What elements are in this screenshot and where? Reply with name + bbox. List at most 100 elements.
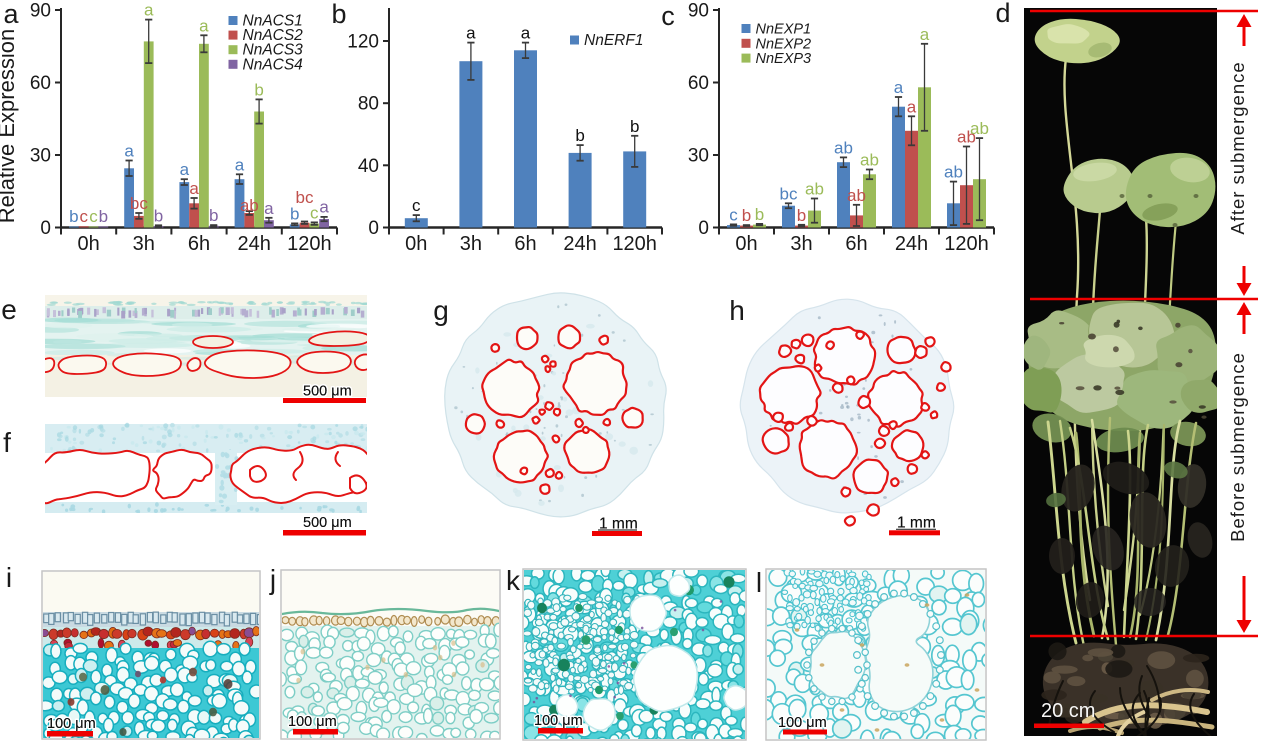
svg-text:120h: 120h (944, 233, 989, 255)
svg-text:NnEXP2: NnEXP2 (756, 36, 812, 52)
svg-text:6h: 6h (514, 233, 536, 255)
svg-text:0: 0 (698, 218, 709, 239)
svg-text:b: b (331, 0, 346, 29)
svg-text:b: b (254, 80, 263, 99)
svg-text:500 μm: 500 μm (303, 515, 352, 531)
svg-text:e: e (1, 294, 17, 325)
svg-text:90: 90 (30, 1, 51, 22)
svg-text:bc: bc (780, 184, 798, 203)
svg-text:a: a (264, 199, 274, 218)
svg-text:0h: 0h (735, 233, 757, 255)
svg-text:0h: 0h (77, 233, 99, 255)
svg-text:a: a (235, 155, 245, 174)
svg-text:h: h (729, 295, 745, 326)
svg-text:f: f (3, 427, 11, 458)
svg-text:60: 60 (30, 73, 51, 94)
svg-text:20 cm: 20 cm (1041, 700, 1095, 722)
svg-text:3h: 3h (790, 233, 812, 255)
svg-text:a: a (189, 179, 199, 198)
svg-text:a: a (180, 160, 190, 179)
svg-text:0: 0 (40, 218, 51, 239)
svg-text:j: j (269, 564, 276, 595)
svg-text:k: k (506, 565, 521, 596)
svg-text:NnACS1: NnACS1 (243, 13, 303, 30)
svg-text:a: a (3, 0, 19, 29)
svg-text:24h: 24h (895, 233, 928, 255)
svg-text:1 mm: 1 mm (599, 516, 638, 533)
svg-text:a: a (319, 198, 329, 217)
svg-text:b: b (290, 204, 299, 223)
svg-text:a: a (124, 142, 134, 161)
svg-text:bc: bc (296, 188, 314, 207)
svg-text:b: b (209, 206, 218, 225)
svg-text:NnACS4: NnACS4 (243, 56, 304, 73)
svg-text:120h: 120h (287, 233, 332, 255)
svg-text:120h: 120h (612, 233, 657, 255)
svg-text:24h: 24h (563, 233, 596, 255)
svg-text:3h: 3h (133, 233, 155, 255)
svg-text:Before submergence: Before submergence (1227, 352, 1248, 542)
svg-text:a: a (144, 1, 154, 20)
svg-text:100 μm: 100 μm (47, 716, 96, 732)
svg-text:1 mm: 1 mm (897, 515, 936, 532)
svg-text:b: b (797, 206, 806, 225)
svg-text:c: c (310, 203, 319, 222)
svg-text:80: 80 (358, 94, 379, 115)
svg-text:a: a (466, 24, 476, 43)
svg-text:NnEXP1: NnEXP1 (756, 22, 812, 38)
svg-text:b: b (575, 126, 584, 145)
svg-text:100 μm: 100 μm (778, 715, 827, 731)
svg-text:1 mm: 1 mm (599, 516, 638, 533)
svg-text:40: 40 (358, 156, 379, 177)
svg-text:g: g (433, 295, 449, 326)
svg-text:b: b (630, 117, 639, 136)
svg-text:a: a (920, 25, 930, 44)
svg-text:NnACS2: NnACS2 (243, 27, 304, 44)
svg-text:After submergence: After submergence (1227, 61, 1248, 234)
svg-text:a: a (199, 16, 209, 35)
svg-text:30: 30 (688, 146, 709, 167)
svg-text:ab: ab (240, 196, 259, 215)
svg-text:c: c (729, 205, 738, 224)
svg-text:100 μm: 100 μm (534, 713, 583, 729)
svg-text:ab: ab (957, 128, 976, 147)
svg-text:b: b (69, 207, 78, 226)
svg-text:Relative Expression: Relative Expression (0, 29, 19, 223)
svg-text:b: b (742, 206, 751, 225)
svg-text:100 μm: 100 μm (288, 714, 337, 730)
svg-text:b: b (154, 206, 163, 225)
svg-text:90: 90 (688, 1, 709, 22)
svg-text:3h: 3h (460, 233, 482, 255)
svg-text:6h: 6h (845, 233, 867, 255)
svg-text:ab: ab (860, 151, 879, 170)
svg-text:c: c (661, 1, 675, 31)
svg-text:NnEXP3: NnEXP3 (756, 51, 812, 67)
svg-text:c: c (79, 207, 88, 226)
svg-text:0h: 0h (405, 233, 427, 255)
svg-text:100 μm: 100 μm (778, 715, 827, 731)
svg-text:100 μm: 100 μm (534, 713, 583, 729)
svg-text:0: 0 (368, 218, 379, 239)
svg-text:NnACS3: NnACS3 (243, 42, 304, 59)
svg-text:b: b (755, 205, 764, 224)
svg-text:ab: ab (847, 186, 866, 205)
svg-text:ab: ab (805, 180, 824, 199)
svg-text:100 μm: 100 μm (47, 716, 96, 732)
svg-text:60: 60 (688, 73, 709, 94)
svg-text:1 mm: 1 mm (897, 515, 936, 532)
svg-text:NnERF1: NnERF1 (584, 32, 643, 49)
svg-text:bc: bc (130, 194, 148, 213)
svg-text:c: c (412, 196, 421, 215)
svg-text:500 μm: 500 μm (303, 384, 352, 400)
svg-text:24h: 24h (238, 233, 271, 255)
svg-text:d: d (995, 0, 1010, 28)
svg-text:ab: ab (970, 119, 989, 138)
svg-text:500 μm: 500 μm (303, 515, 352, 531)
svg-text:b: b (99, 207, 108, 226)
svg-text:l: l (756, 567, 762, 598)
svg-text:a: a (907, 97, 917, 116)
svg-text:500 μm: 500 μm (303, 384, 352, 400)
svg-text:i: i (6, 562, 12, 593)
svg-text:a: a (894, 78, 904, 97)
svg-text:6h: 6h (188, 233, 210, 255)
